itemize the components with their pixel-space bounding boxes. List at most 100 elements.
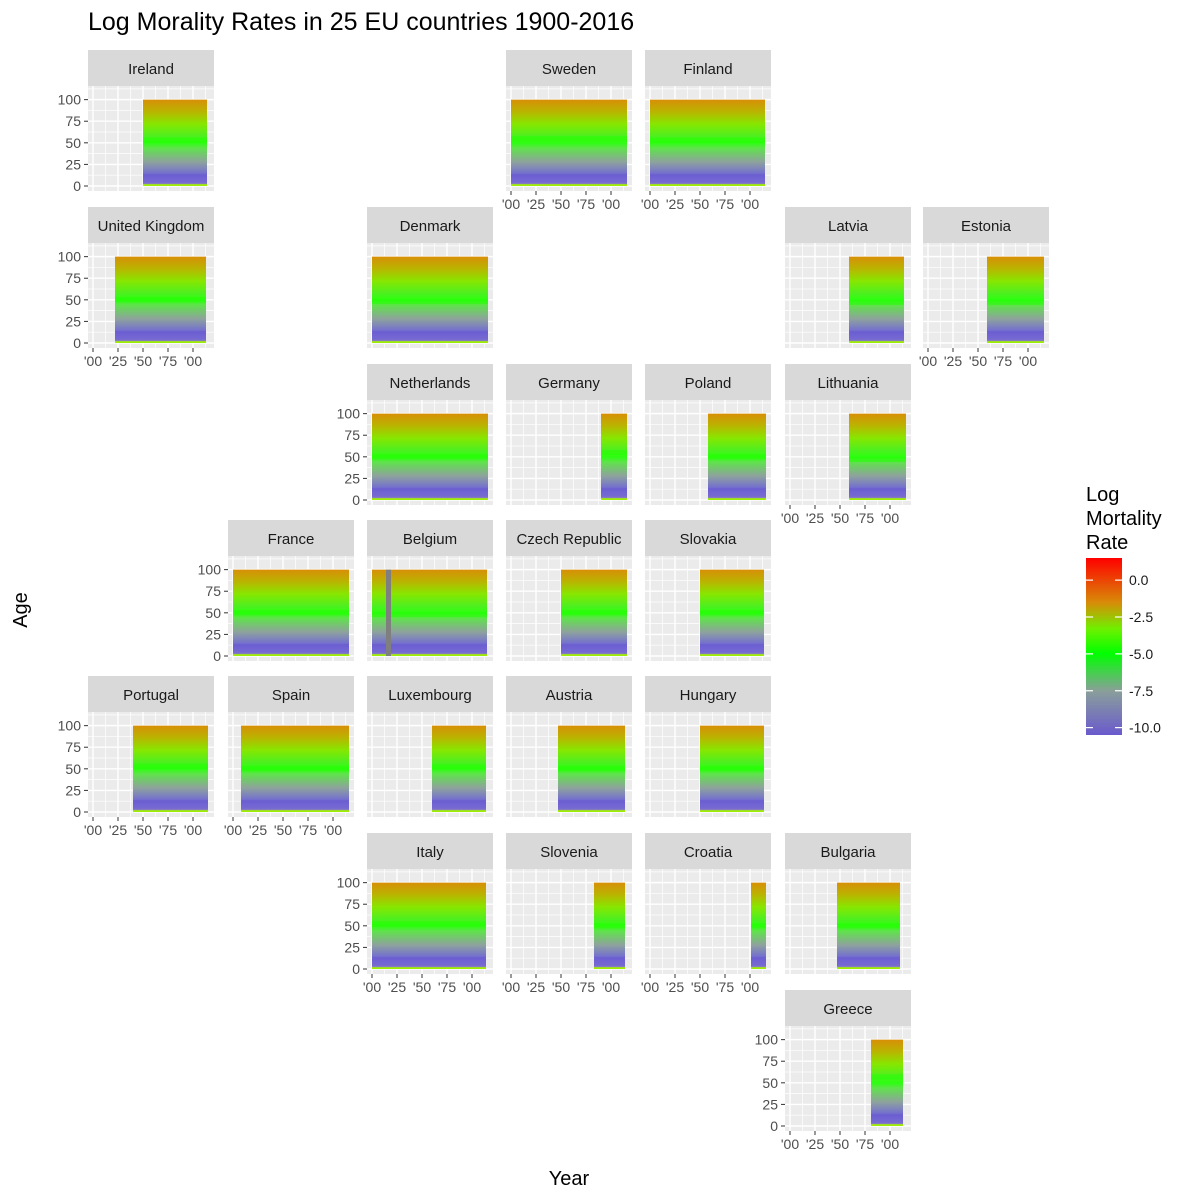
facet-label: Netherlands: [390, 375, 471, 392]
facet-strip: [367, 676, 493, 712]
heatmap-greece: [871, 1039, 903, 1126]
x-tick-label: '00: [781, 1136, 799, 1152]
hump-band-germany: [601, 449, 627, 456]
y-tick-label: 25: [344, 470, 360, 486]
facet-label: Portugal: [123, 687, 179, 704]
facet-strip: [367, 520, 493, 556]
hump-band-latvia: [849, 299, 904, 305]
panel-finland: Finland: [645, 50, 771, 191]
y-tick-label: 0: [73, 178, 81, 194]
infant-row-united-kingdom: [115, 341, 206, 343]
infant-row-austria: [558, 810, 625, 812]
facet-label: Italy: [416, 844, 444, 861]
x-tick-label: '50: [552, 196, 570, 212]
hump-band-denmark: [372, 298, 488, 305]
heatmap-austria: [558, 725, 625, 812]
hump-band-italy: [372, 921, 486, 927]
heatmap-germany: [601, 413, 627, 500]
hump-band-netherlands: [372, 454, 488, 460]
y-tick-label: 100: [755, 1032, 779, 1048]
x-tick-label: '00: [502, 979, 520, 995]
x-tick-label: '25: [666, 196, 684, 212]
infant-row-denmark: [372, 341, 488, 343]
facet-strip: [785, 207, 911, 243]
heatmap-portugal: [133, 725, 208, 812]
panel-poland: Poland: [645, 364, 771, 505]
y-tick-label: 100: [58, 249, 82, 265]
panel-lithuania: Lithuania: [785, 364, 911, 505]
infant-row-spain: [241, 810, 349, 812]
x-tick-label: '00: [602, 196, 620, 212]
facet-label: Spain: [272, 687, 310, 704]
legend-title-line: Mortality: [1086, 508, 1162, 530]
y-tick-label: 50: [344, 918, 360, 934]
low-mortality-band-latvia: [849, 330, 904, 342]
infant-row-lithuania: [849, 498, 906, 500]
hump-band-bulgaria: [837, 923, 900, 929]
hump-band-belgium: [372, 611, 487, 618]
x-tick-label: '50: [274, 822, 292, 838]
low-mortality-band-france: [233, 643, 349, 655]
y-tick-label: 0: [213, 648, 221, 664]
facet-strip: [645, 520, 771, 556]
low-mortality-band-austria: [558, 799, 625, 811]
facet-strip: [506, 833, 632, 869]
heatmap-latvia: [849, 256, 904, 343]
y-axis-title: Age: [10, 592, 32, 628]
facet-strip: [785, 990, 911, 1026]
x-tick-label: '25: [109, 353, 127, 369]
facet-label: Finland: [683, 61, 732, 78]
infant-row-netherlands: [372, 498, 488, 500]
x-tick-label: '75: [159, 822, 177, 838]
chart-title: Log Morality Rates in 25 EU countries 19…: [88, 8, 634, 36]
x-tick-label: '00: [463, 979, 481, 995]
panel-united-kingdom: United Kingdom: [88, 207, 214, 348]
heatmap-spain: [241, 725, 349, 812]
x-tick-label: '00: [324, 822, 342, 838]
x-tick-label: '75: [716, 196, 734, 212]
x-tick-label: '25: [109, 822, 127, 838]
x-tick-label: '50: [552, 979, 570, 995]
y-tick-label: 75: [65, 270, 81, 286]
y-tick-label: 100: [198, 562, 222, 578]
x-tick-label: '00: [919, 353, 937, 369]
facet-label: Luxembourg: [388, 687, 471, 704]
x-tick-label: '25: [944, 353, 962, 369]
facet-label: Denmark: [400, 218, 461, 235]
infant-row-finland: [650, 184, 765, 186]
x-tick-label: '75: [577, 979, 595, 995]
panel-greece: Greece: [785, 990, 911, 1131]
hump-band-greece: [871, 1074, 903, 1080]
low-mortality-band-germany: [601, 487, 627, 499]
x-tick-label: '75: [299, 822, 317, 838]
y-tick-label: 50: [762, 1075, 778, 1091]
y-tick-label: 50: [344, 449, 360, 465]
x-tick-label: '25: [388, 979, 406, 995]
facet-strip: [785, 364, 911, 400]
heatmap-italy: [372, 882, 486, 969]
hump-band-austria: [558, 766, 625, 772]
y-tick-label: 100: [58, 92, 82, 108]
low-mortality-band-belgium: [372, 643, 487, 655]
facet-label: Hungary: [680, 687, 737, 704]
low-mortality-band-finland: [650, 173, 765, 185]
x-tick-label: '00: [602, 979, 620, 995]
facet-strip: [785, 833, 911, 869]
panel-denmark: Denmark: [367, 207, 493, 348]
legend-colorbar: [1086, 558, 1122, 735]
x-tick-label: '00: [84, 822, 102, 838]
x-tick-label: '00: [502, 196, 520, 212]
legend-title-line: Log: [1086, 484, 1119, 506]
panel-austria: Austria: [506, 676, 632, 817]
y-tick-label: 75: [344, 427, 360, 443]
facet-label: Germany: [538, 375, 600, 392]
panel-belgium: Belgium: [367, 520, 493, 661]
facet-strip: [367, 364, 493, 400]
heatmap-ireland: [143, 99, 207, 186]
y-tick-label: 100: [58, 718, 82, 734]
x-tick-label: '00: [84, 353, 102, 369]
hump-band-portugal: [133, 763, 208, 769]
x-tick-label: '00: [881, 510, 899, 526]
x-tick-label: '50: [134, 822, 152, 838]
infant-row-slovakia: [700, 654, 764, 656]
